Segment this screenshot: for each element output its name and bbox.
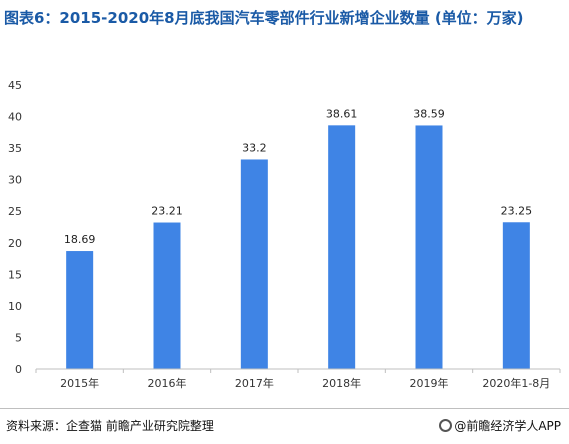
bar-series: 18.69 23.21 33.2 38.61 38.59 23.25: [64, 107, 532, 369]
y-tick-label: 35: [8, 142, 22, 155]
brand-logo-icon: [439, 419, 453, 432]
y-tick-label: 40: [8, 111, 22, 124]
y-tick-label: 30: [8, 174, 22, 187]
y-axis: 0 5 10 15 20 25 30 35 40 45: [8, 79, 22, 376]
bar: [66, 251, 94, 369]
x-tick-label: 2018年: [322, 376, 361, 390]
x-tick-label: 2015年: [60, 376, 99, 390]
y-tick-label: 0: [15, 363, 22, 376]
bar: [502, 222, 530, 369]
x-tick-label: 2016年: [148, 376, 187, 390]
data-label: 33.2: [242, 141, 267, 154]
y-tick-label: 15: [8, 268, 22, 281]
data-label: 38.59: [413, 107, 445, 120]
bar: [415, 125, 443, 369]
footer-divider: [0, 408, 569, 409]
source-note: 资料来源：企查猫 前瞻产业研究院整理: [6, 419, 214, 433]
y-tick-label: 45: [8, 79, 22, 92]
data-label: 23.21: [151, 205, 183, 218]
bar-chart: 0 5 10 15 20 25 30 35 40 45 18.69 23.21 33.2 38.61 38…: [8, 79, 561, 390]
brand-label: @前瞻经济学人APP: [454, 419, 561, 433]
x-axis: 2015年 2016年 2017年 2018年 2019年 2020年1-8月: [35, 368, 561, 390]
data-label: 23.25: [501, 204, 533, 217]
data-label: 38.61: [326, 107, 358, 120]
y-tick-label: 10: [8, 300, 22, 313]
x-tick-label: 2019年: [410, 376, 449, 390]
bar: [240, 159, 268, 369]
y-tick-label: 25: [8, 205, 22, 218]
x-tick-label: 2017年: [235, 376, 274, 390]
bar: [328, 125, 356, 369]
x-tick-label: 2020年1-8月: [482, 376, 550, 390]
data-label: 18.69: [64, 233, 96, 246]
y-tick-label: 5: [15, 331, 22, 344]
bar: [153, 222, 181, 369]
y-tick-label: 20: [8, 237, 22, 250]
brand-credit: @前瞻经济学人APP: [439, 417, 561, 434]
chart-title: 图表6：2015-2020年8月底我国汽车零部件行业新增企业数量 (单位：万家): [4, 9, 524, 27]
